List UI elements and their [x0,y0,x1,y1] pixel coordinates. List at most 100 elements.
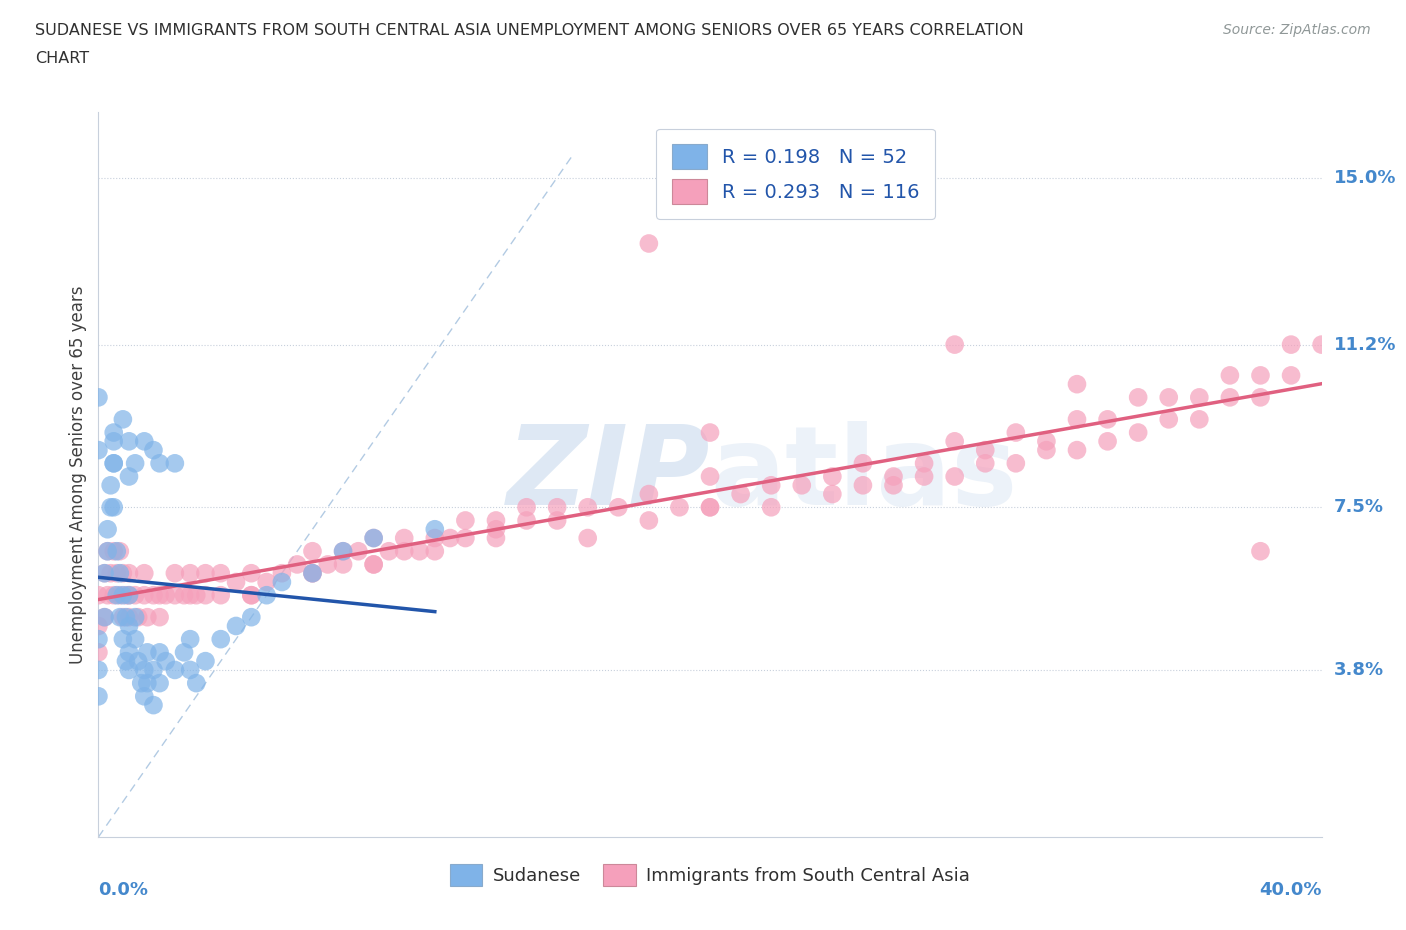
Point [179,565,201,580]
Text: 3.8%: 3.8% [1334,661,1384,679]
Point [852,456,875,471]
Point [1097,434,1119,449]
Point [118,610,141,625]
Point [546,499,568,514]
Point [103,456,125,471]
Point [186,588,208,603]
Point [240,588,263,603]
Point [423,544,446,559]
Point [883,469,905,484]
Point [883,478,905,493]
Y-axis label: Unemployment Among Seniors over 65 years: Unemployment Among Seniors over 65 years [69,286,87,663]
Point [142,443,165,458]
Point [852,478,875,493]
Point [1004,425,1026,440]
Point [1066,412,1088,427]
Text: ZIP: ZIP [506,420,710,528]
Point [485,513,508,528]
Point [142,698,165,712]
Point [209,565,232,580]
Point [194,565,217,580]
Legend: Sudanese, Immigrants from South Central Asia: Sudanese, Immigrants from South Central … [443,857,977,893]
Point [108,588,131,603]
Point [1249,368,1271,383]
Point [576,499,599,514]
Point [118,469,141,484]
Point [821,469,844,484]
Point [423,522,446,537]
Point [516,513,538,528]
Point [155,654,177,669]
Point [179,662,201,677]
Point [105,565,128,580]
Point [1219,390,1241,405]
Point [256,588,278,603]
Point [209,631,232,646]
Point [118,662,141,677]
Text: CHART: CHART [35,51,89,66]
Point [1249,390,1271,405]
Point [97,544,120,559]
Point [790,478,813,493]
Point [124,456,146,471]
Point [194,588,217,603]
Point [179,588,201,603]
Point [1128,390,1150,405]
Point [1066,377,1088,392]
Point [301,565,323,580]
Point [576,531,599,546]
Point [1310,338,1333,352]
Point [485,531,508,546]
Point [93,565,115,580]
Point [163,588,186,603]
Point [134,689,156,704]
Point [225,618,247,633]
Point [1157,390,1180,405]
Point [301,544,323,559]
Point [134,662,156,677]
Point [149,456,172,471]
Point [1066,443,1088,458]
Point [1157,412,1180,427]
Point [912,456,935,471]
Point [87,662,110,677]
Point [699,499,721,514]
Point [759,499,782,514]
Point [163,662,186,677]
Text: 40.0%: 40.0% [1260,881,1322,898]
Point [301,565,323,580]
Point [105,588,128,603]
Point [93,610,115,625]
Point [332,544,354,559]
Point [1188,412,1211,427]
Point [87,390,110,405]
Point [759,478,782,493]
Point [108,565,131,580]
Point [136,644,159,659]
Point [240,610,263,625]
Text: 7.5%: 7.5% [1334,498,1384,516]
Point [149,588,172,603]
Point [179,631,201,646]
Point [186,676,208,691]
Point [485,522,508,537]
Point [111,588,134,603]
Point [454,531,477,546]
Point [347,544,370,559]
Point [103,544,125,559]
Point [408,544,430,559]
Point [316,557,339,572]
Point [87,644,110,659]
Point [134,434,156,449]
Point [97,522,120,537]
Point [1128,425,1150,440]
Point [699,425,721,440]
Point [912,469,935,484]
Point [516,499,538,514]
Point [363,531,385,546]
Point [103,499,125,514]
Point [240,565,263,580]
Point [1279,368,1302,383]
Point [118,565,141,580]
Point [270,565,292,580]
